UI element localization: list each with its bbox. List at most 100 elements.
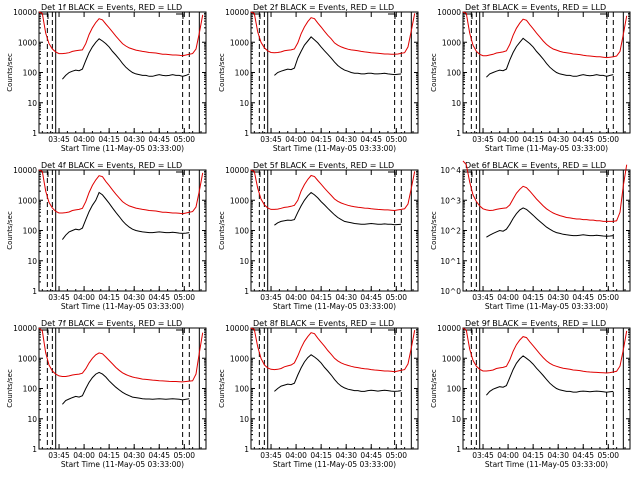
y-tick-label: 100 [235,69,250,78]
corner-bracket [600,329,608,335]
x-tick-label: 05:00 [385,451,407,460]
y-axis-label: Counts/sec [6,53,14,92]
y-tick-label: 10 [27,257,37,266]
x-tick-label: 05:00 [173,293,195,302]
plot-frame [250,169,419,292]
plot-frame [462,11,631,134]
corner-bracket [388,171,396,177]
y-tick-label: 10000 [437,324,461,333]
x-tick-label: 04:00 [73,451,95,460]
x-tick-label: 03:45 [48,451,70,460]
x-axis-label: Start Time (11-May-05 03:33:00) [273,302,396,311]
x-tick-label: 04:30 [547,293,569,302]
y-tick-label: 100 [23,69,38,78]
x-tick-label: 03:45 [260,135,282,144]
x-tick-label: 04:15 [522,451,544,460]
plot-frame [38,11,207,134]
y-tick-label: 10 [239,415,249,424]
chart-title: Det 1f BLACK = Events, RED = LLD [41,3,182,12]
series-line-events [486,37,614,78]
y-tick-label: 10 [27,99,37,108]
series-line-events [274,354,402,392]
y-tick-label: 10^4 [440,166,461,175]
y-tick-label: 10000 [225,324,249,333]
series-line-lld [462,327,628,374]
chart-title: Det 7f BLACK = Events, RED = LLD [41,319,182,328]
y-tick-label: 1000 [230,354,249,363]
x-tick-label: 04:45 [148,451,170,460]
x-tick-label: 03:45 [472,293,494,302]
x-tick-label: 03:45 [260,451,282,460]
corner-bracket [176,329,184,335]
x-axis-label: Start Time (11-May-05 03:33:00) [61,302,184,311]
chart-panel-4: Det 4f BLACK = Events, RED = LLD 1 10 100 10… [6,161,207,311]
y-tick-label: 10^3 [440,196,461,205]
y-tick-label: 1000 [230,38,249,47]
x-tick-label: 04:00 [73,293,95,302]
corner-bracket [253,329,261,335]
x-tick-label: 05:00 [385,135,407,144]
chart-panel-1: Det 1f BLACK = Events, RED = LLD 1 10 100 10… [6,3,207,153]
y-tick-label: 100 [235,385,250,394]
y-tick-label: 1 [244,445,249,454]
x-tick-label: 04:15 [310,451,332,460]
x-tick-label: 04:45 [572,135,594,144]
x-axis-label: Start Time (11-May-05 03:33:00) [485,460,608,469]
x-tick-label: 04:45 [572,293,594,302]
series-line-lld [38,11,204,57]
x-tick-label: 04:00 [497,293,519,302]
x-tick-label: 04:15 [310,293,332,302]
chart-panel-2: Det 2f BLACK = Events, RED = LLD 1 10 100 10… [218,3,419,153]
chart-title: Det 8f BLACK = Events, RED = LLD [253,319,394,328]
y-tick-label: 1000 [442,38,461,47]
y-tick-label: 1000 [18,354,37,363]
chart-title: Det 5f BLACK = Events, RED = LLD [253,161,394,170]
x-tick-label: 04:30 [335,293,357,302]
corner-bracket [41,329,49,335]
x-tick-label: 05:00 [385,293,407,302]
corner-bracket [176,13,184,19]
x-tick-label: 04:45 [148,293,170,302]
y-tick-label: 1000 [230,196,249,205]
y-tick-label: 1000 [442,354,461,363]
chart-title: Det 3f BLACK = Events, RED = LLD [465,3,606,12]
plot-frame [38,169,207,292]
y-tick-label: 10^1 [440,257,461,266]
y-tick-label: 100 [23,227,38,236]
corner-bracket [600,171,608,177]
y-tick-label: 10000 [13,8,37,17]
corner-bracket [600,13,608,19]
x-tick-label: 04:00 [285,135,307,144]
y-tick-label: 1 [32,445,37,454]
series-line-lld [250,327,416,373]
x-tick-label: 04:45 [360,451,382,460]
x-tick-label: 05:00 [597,135,619,144]
y-tick-label: 10 [451,415,461,424]
series-line-events [486,355,614,396]
x-tick-label: 03:45 [260,293,282,302]
x-tick-label: 04:30 [123,135,145,144]
y-tick-label: 10^0 [440,287,461,296]
y-tick-label: 100 [447,385,462,394]
corner-bracket [465,13,473,19]
series-line-events [274,191,402,226]
x-tick-label: 05:00 [173,451,195,460]
y-axis-label: Counts/sec [218,211,226,250]
y-axis-label: Counts/sec [430,211,438,250]
x-tick-label: 04:30 [547,451,569,460]
x-tick-label: 05:00 [173,135,195,144]
x-tick-label: 03:45 [472,135,494,144]
y-tick-label: 1000 [18,38,37,47]
y-tick-label: 10 [27,415,37,424]
y-tick-label: 10000 [13,166,37,175]
x-tick-label: 04:45 [572,451,594,460]
x-axis-label: Start Time (11-May-05 03:33:00) [273,460,396,469]
plot-frame [462,169,631,292]
x-tick-label: 04:30 [123,451,145,460]
y-tick-label: 1 [456,445,461,454]
y-axis-label: Counts/sec [430,53,438,92]
chart-panel-5: Det 5f BLACK = Events, RED = LLD 1 10 100 10… [218,161,419,311]
y-tick-label: 1 [32,129,37,138]
y-tick-label: 10 [239,99,249,108]
